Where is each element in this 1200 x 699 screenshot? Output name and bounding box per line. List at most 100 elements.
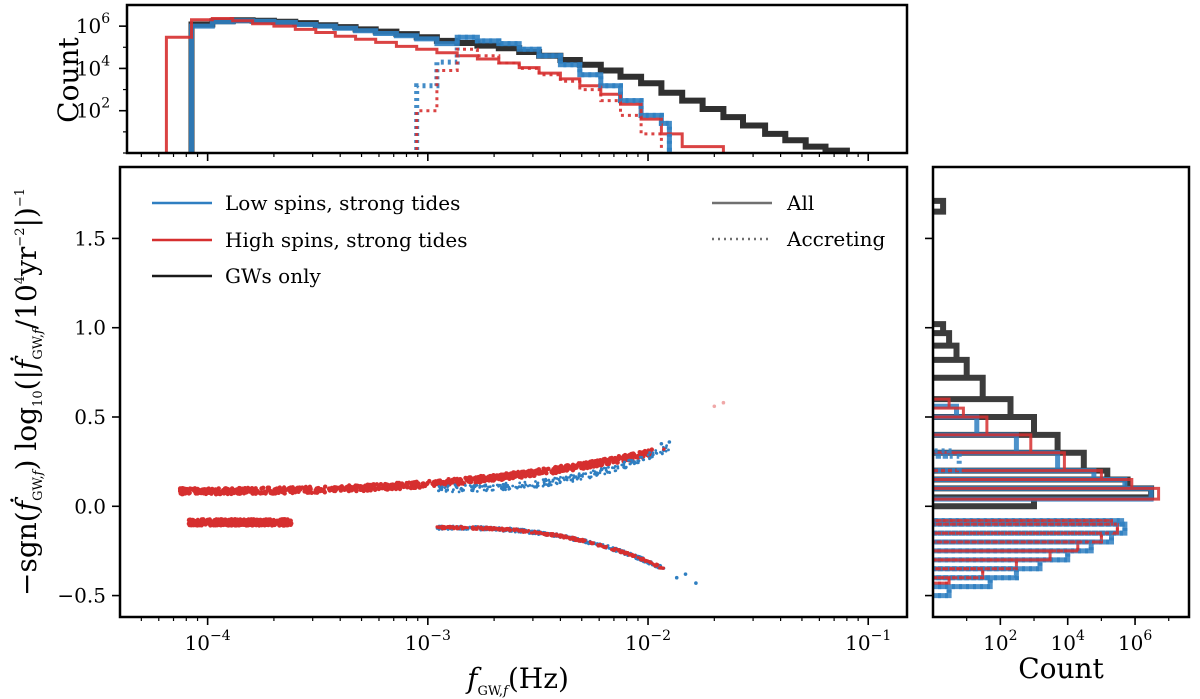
scatter-point	[519, 475, 524, 480]
scatter-point	[589, 471, 593, 474]
scatter-point	[404, 482, 409, 487]
legend-label-low-spins: Low spins, strong tides	[225, 191, 460, 215]
scatter-point	[497, 484, 500, 488]
scatter-point	[567, 536, 571, 540]
scatter-point	[646, 559, 651, 564]
scatter-point	[478, 486, 482, 489]
legend: Low spins, strong tides High spins, stro…	[152, 191, 886, 288]
scatter-point	[307, 485, 313, 490]
scatter-point	[314, 490, 320, 495]
scatter-point	[390, 482, 395, 487]
scatter-point	[187, 519, 193, 525]
main-x-tick-label: 10−3	[405, 628, 451, 655]
scatter-point	[201, 491, 206, 496]
top-histogram-gw-solid	[188, 17, 850, 153]
scatter-point	[466, 479, 471, 484]
scatter-point	[654, 449, 658, 452]
scatter-point	[249, 518, 254, 523]
scatter-point	[574, 537, 578, 541]
scatter-point	[629, 462, 632, 466]
scatter-point	[214, 517, 219, 522]
scatter-point	[475, 484, 478, 487]
scatter-point	[255, 489, 260, 494]
scatter-point	[529, 531, 534, 535]
scatter-point	[486, 474, 491, 479]
top-y-tick-label: 106	[76, 11, 110, 38]
scatter-point	[437, 485, 441, 488]
scatter-point	[623, 552, 627, 556]
scatter-point	[213, 522, 218, 527]
scatter-point	[450, 525, 454, 529]
main-x-axis-label: fGW,f(Hz)	[465, 662, 569, 699]
scatter-point	[599, 469, 602, 473]
legend-label-high-spins: High spins, strong tides	[225, 228, 467, 252]
scatter-point	[559, 475, 562, 479]
scatter-point	[511, 473, 517, 478]
scatter-point	[576, 461, 582, 466]
top-histogram-high-dotted	[415, 47, 663, 153]
scatter-point	[632, 554, 636, 558]
scatter-point	[541, 478, 545, 481]
main-y-tick-label: 1.5	[74, 226, 106, 250]
scatter-point	[627, 553, 631, 557]
scatter-point	[533, 529, 537, 534]
scatter-outlier-point	[674, 575, 679, 580]
scatter-point	[412, 481, 417, 487]
main-scatter-panel: 10−4 10−3 10−2 10−1 −0.5 0.0 0.5 1.0 1.5 −sgn(ḟ…	[10, 165, 909, 699]
scatter-point	[562, 535, 566, 539]
scatter-point	[285, 486, 291, 492]
scatter-point	[470, 489, 474, 492]
scatter-point	[535, 484, 539, 487]
scatter-point	[577, 472, 581, 476]
right-y-ticks	[925, 237, 933, 597]
scatter-point	[225, 519, 231, 524]
scatter-point	[495, 527, 499, 531]
scatter-point	[569, 478, 573, 482]
scatter-point	[533, 469, 538, 474]
scatter-point	[549, 470, 554, 475]
scatter-point	[285, 523, 290, 528]
scatter-point	[579, 477, 583, 481]
scatter-point	[268, 490, 274, 496]
scatter-point	[636, 459, 639, 463]
scatter-point	[524, 483, 528, 487]
scatter-point	[543, 533, 547, 537]
scatter-point	[622, 456, 627, 462]
scatter-point	[528, 473, 533, 479]
scatter-point	[460, 527, 464, 531]
scatter-point	[314, 486, 319, 491]
scatter-point	[651, 454, 654, 457]
scatter-point	[297, 487, 302, 492]
scatter-point	[613, 464, 617, 468]
scatter-point	[590, 459, 595, 464]
scatter-point	[655, 452, 659, 455]
scatter-point	[607, 465, 610, 469]
top-y-tick-label: 104	[76, 53, 110, 80]
scatter-points	[177, 400, 726, 585]
scatter-point	[571, 480, 575, 483]
scatter-point	[642, 450, 647, 455]
scatter-point	[474, 476, 479, 481]
main-y-tick-label: 0.0	[74, 494, 106, 518]
scatter-point	[218, 489, 223, 495]
right-histogram-steps	[933, 197, 1161, 599]
scatter-point	[518, 481, 522, 485]
scatter-point	[602, 459, 608, 464]
scatter-point	[540, 469, 546, 475]
scatter-point	[554, 481, 558, 485]
scatter-point	[464, 484, 467, 487]
top-y-ticks: 102 104 106	[76, 11, 127, 154]
scatter-point	[193, 488, 198, 493]
scatter-point	[480, 527, 484, 531]
top-panel-frame	[125, 3, 909, 155]
main-y-ticks: −0.5 0.0 0.5 1.0 1.5	[57, 226, 120, 608]
scatter-point	[502, 487, 506, 491]
legend-label-gws-only: GWs only	[225, 264, 321, 288]
scatter-point	[641, 458, 645, 462]
scatter-point	[262, 489, 267, 494]
scatter-point	[523, 529, 527, 533]
scatter-point	[580, 538, 584, 542]
scatter-outlier-point	[712, 404, 717, 409]
right-histogram-low-dotted	[933, 448, 1128, 599]
